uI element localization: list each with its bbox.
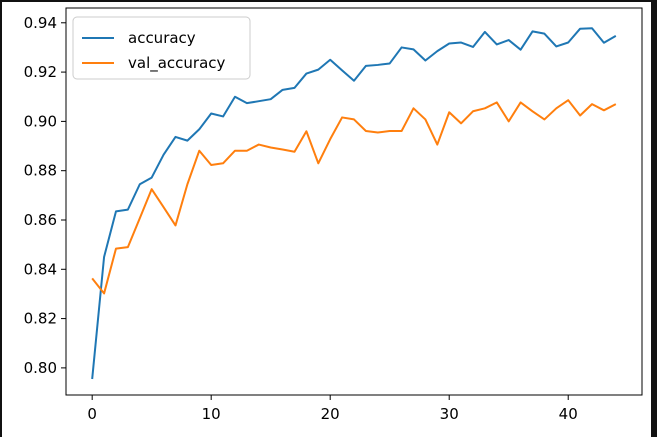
left-frame-border — [0, 0, 2, 437]
y-tick-label: 0.84 — [24, 260, 57, 278]
y-tick-label: 0.80 — [24, 359, 57, 377]
x-tick-label: 20 — [321, 405, 340, 423]
y-axis: 0.80 0.82 0.84 0.86 0.88 0.90 0.92 0.94 — [24, 14, 66, 377]
x-axis: 0 10 20 30 40 — [87, 395, 578, 423]
right-frame-border — [651, 0, 657, 437]
legend-label: accuracy — [128, 29, 196, 47]
x-tick-label: 30 — [440, 405, 459, 423]
y-tick-label: 0.86 — [24, 211, 57, 229]
series-line-accuracy — [91, 27, 617, 380]
top-frame-border — [0, 0, 657, 2]
y-tick-label: 0.90 — [24, 112, 57, 130]
y-tick-label: 0.88 — [24, 162, 57, 180]
legend-box — [72, 16, 251, 80]
y-tick-label: 0.82 — [24, 310, 57, 328]
y-tick-label: 0.92 — [24, 63, 57, 81]
series-lines — [91, 27, 617, 380]
legend: accuracy val_accuracy — [72, 16, 251, 80]
x-tick-label: 40 — [559, 405, 578, 423]
y-tick-label: 0.94 — [24, 14, 57, 32]
series-line-val-accuracy — [91, 99, 617, 295]
x-tick-label: 0 — [87, 405, 97, 423]
x-tick-label: 10 — [202, 405, 221, 423]
legend-label: val_accuracy — [128, 54, 226, 73]
